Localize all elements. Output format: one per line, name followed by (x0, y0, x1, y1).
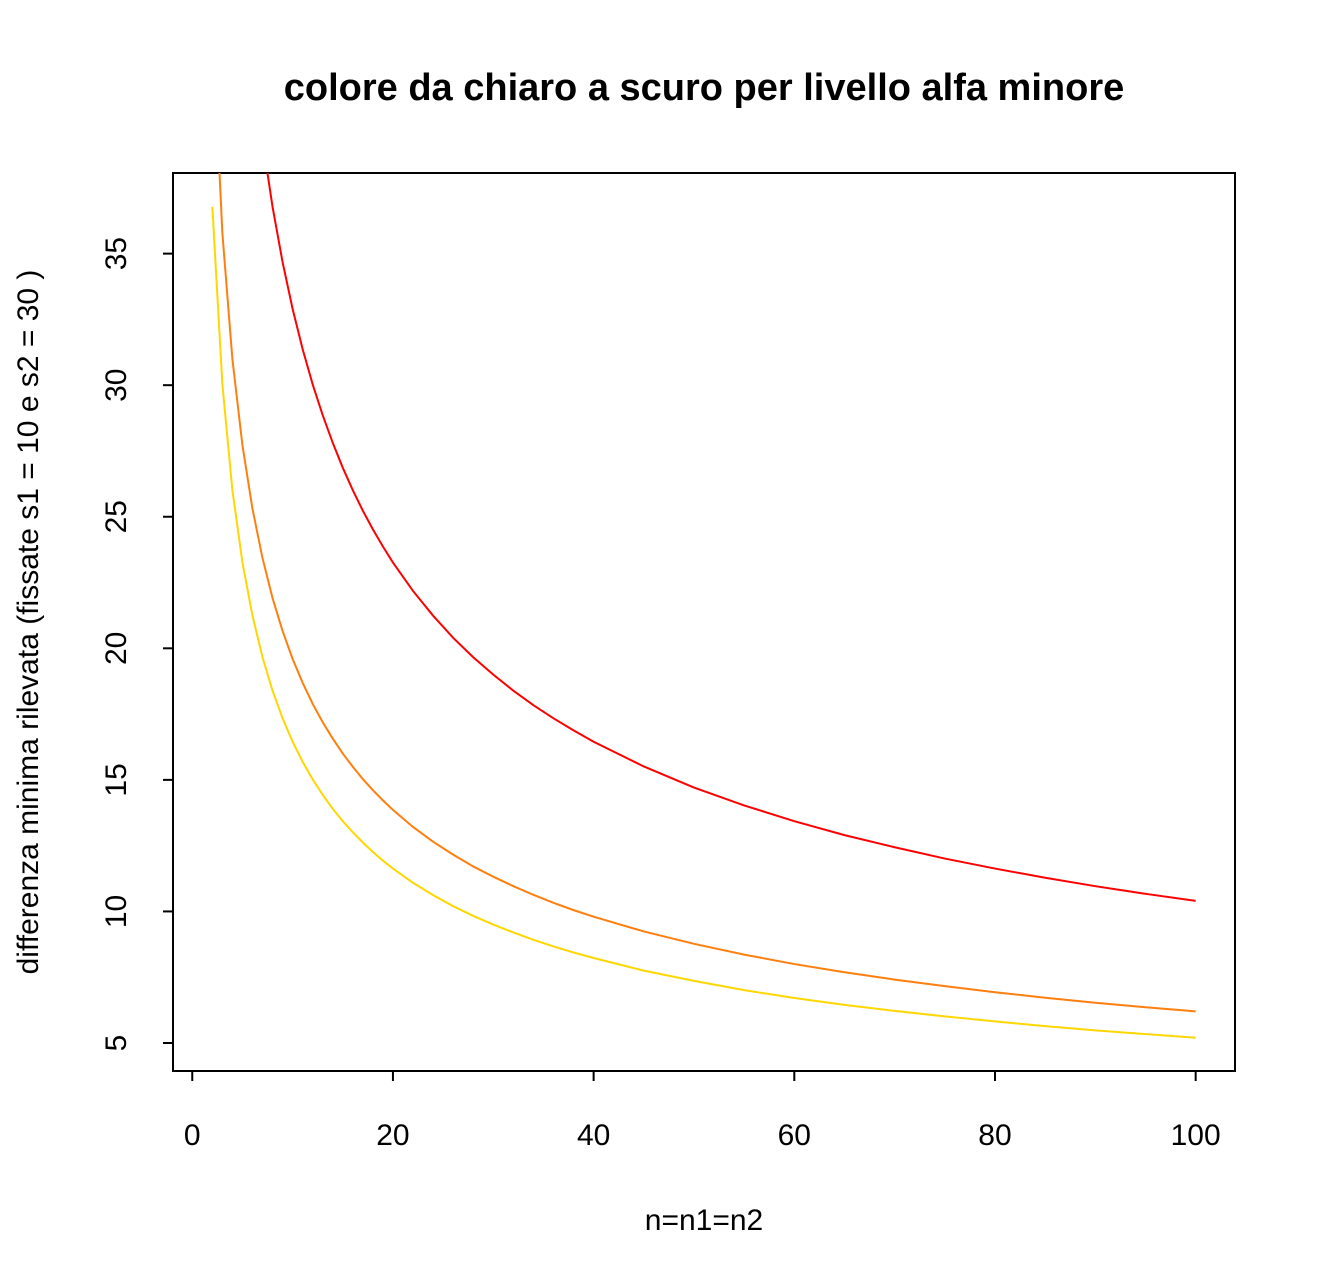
x-tick-label: 100 (1171, 1119, 1221, 1152)
y-tick-label: 10 (100, 895, 133, 928)
x-tick-label: 0 (184, 1119, 201, 1152)
chart-title: colore da chiaro a scuro per livello alf… (284, 67, 1125, 109)
y-tick-label: 20 (100, 632, 133, 665)
x-tick-label: 40 (577, 1119, 610, 1152)
y-tick-label: 30 (100, 368, 133, 401)
y-tick-label: 35 (100, 237, 133, 270)
y-tick-label: 15 (100, 763, 133, 796)
y-tick-label: 5 (100, 1035, 133, 1052)
x-axis-title: n=n1=n2 (645, 1204, 763, 1237)
plot-box (172, 172, 1236, 1072)
series-line (211, 206, 1196, 1039)
y-axis-title: differenza minima rilevata (fissate s1 =… (12, 270, 45, 975)
y-tick-label: 25 (100, 500, 133, 533)
x-tick-label: 20 (376, 1119, 409, 1152)
plot-area (211, 173, 1196, 1039)
x-tick-label: 80 (978, 1119, 1011, 1152)
series-line (218, 173, 1196, 1013)
series-line (266, 173, 1196, 902)
x-tick-label: 60 (778, 1119, 811, 1152)
